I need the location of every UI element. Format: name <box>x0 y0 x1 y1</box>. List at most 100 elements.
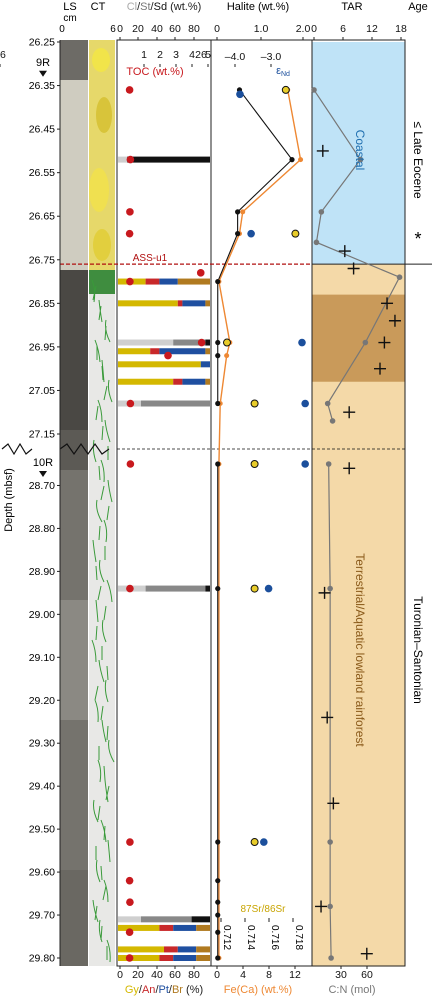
halite-point <box>215 400 221 407</box>
axis-tick-label: 0 <box>311 23 317 35</box>
lithology-axis-ticks: 0 20 40 60 80 <box>117 23 200 40</box>
coastal-label: Coastal <box>353 130 367 171</box>
sr-point <box>250 584 259 593</box>
halite-point <box>215 339 221 346</box>
mineral-bar-pt <box>173 955 197 961</box>
ct-label: CT <box>91 1 106 13</box>
lithology-bar-silt <box>173 339 206 346</box>
fe-line <box>218 89 302 958</box>
cn-marker <box>381 297 394 310</box>
depth-tick-label: 26.95 <box>29 341 55 353</box>
axis-tick-label: 1.0 <box>254 23 269 35</box>
fe-point <box>298 157 304 163</box>
tar-point <box>329 418 336 424</box>
mineral-bar-pt <box>159 348 206 355</box>
halite-point <box>215 899 221 905</box>
core-label: 10R <box>33 457 53 469</box>
cn-marker <box>316 144 329 157</box>
mineral-bar-gy <box>118 924 160 931</box>
age-lower-label: Turonian–Santonian <box>411 596 425 704</box>
axis-tick-label: 80 <box>188 969 200 981</box>
tar-point <box>328 955 334 961</box>
axis-tick-label: 4 <box>189 49 195 61</box>
mineral-bar-gy <box>118 946 164 953</box>
lithology-bar-silt <box>141 400 210 407</box>
mineral-bar-pt <box>177 946 197 953</box>
depth-tick-label: 29.70 <box>29 910 55 922</box>
toc-point <box>125 86 134 94</box>
tar-point <box>318 209 325 215</box>
toc-point <box>126 838 134 846</box>
mineral-bar-gy <box>118 361 201 368</box>
toc-axis-ticks: 123452626 <box>0 49 211 67</box>
mineral-bar-pt <box>173 924 197 931</box>
depth-tick-label: 28.90 <box>29 566 55 578</box>
halite-point <box>215 878 221 884</box>
axis-tick-label: 0 <box>214 23 220 35</box>
halite-axis-ticks: 0 1.0 2.0 <box>214 23 310 40</box>
data-series <box>125 85 403 962</box>
toc-point <box>126 277 134 286</box>
ls-scale-6: 6 <box>110 24 116 35</box>
lithology-bar-sand <box>127 156 210 163</box>
tar-point <box>362 339 369 346</box>
axis-tick-label: 1 <box>141 49 147 61</box>
tar-point <box>357 156 364 163</box>
mineral-bar-gy <box>118 300 178 307</box>
toc-point <box>164 351 172 360</box>
core-labels: 9R 10R <box>33 57 53 477</box>
toc-point <box>126 399 135 408</box>
axis-tick-label: 40 <box>151 969 163 981</box>
epsilon-nd-point <box>236 90 244 99</box>
axis-tick-label: –4.0 <box>225 51 246 63</box>
lithology-bar-sand <box>205 585 210 592</box>
mineral-bar-gy <box>118 378 174 385</box>
axis-tick-label: 6 <box>340 23 346 35</box>
tar-line-upper <box>313 89 401 422</box>
environment-zones <box>312 42 405 967</box>
sr-point <box>250 399 259 408</box>
toc-point <box>125 954 134 962</box>
core-label: 9R <box>36 57 50 69</box>
axis-tick-label: 0.712 <box>221 925 232 950</box>
tar-axis-ticks: 0 6 12 18 <box>311 23 407 40</box>
lithology-bar-silt <box>145 585 206 592</box>
axis-tick-label: 4 <box>240 969 246 981</box>
cn-marker <box>321 711 334 724</box>
toc-point <box>125 229 134 238</box>
tar-label: TAR <box>341 1 362 13</box>
tar-point <box>313 239 320 246</box>
halite-point <box>215 955 221 961</box>
depth-tick-label: 26.65 <box>29 211 55 223</box>
depth-axis-title: Depth (mbsf) <box>3 468 15 532</box>
line-scan-image <box>60 40 88 966</box>
epsilon-nd-point <box>247 229 255 238</box>
ls-label: LS <box>63 1 76 13</box>
footer: 0 20 40 60 80 Gy/An/Pt/Br (%) 0 4 8 12 Fe(Ca) (… <box>117 904 375 996</box>
mineral-bar-br <box>196 924 210 931</box>
halite-point <box>235 231 241 237</box>
ls-scale-0: 0 <box>59 24 65 35</box>
mineral-bar-br <box>205 348 210 355</box>
mineral-bar-br <box>205 378 210 385</box>
cn-marker <box>374 362 386 375</box>
fe-label: Fe(Ca) (wt.%) <box>224 984 292 996</box>
mineral-bar-an <box>177 300 183 307</box>
depth-tick-label: 27.15 <box>29 429 55 441</box>
toc-point <box>126 460 135 468</box>
axis-tick-label: 60 <box>361 969 373 981</box>
cn-marker <box>338 245 351 258</box>
mineral-bar-br <box>196 955 210 961</box>
tar-point <box>324 400 331 407</box>
mineral-bar-an <box>159 955 174 961</box>
axis-tick-label: 26 <box>0 49 6 61</box>
axis-tick-label: 2 <box>157 49 163 61</box>
zone-coastal <box>312 42 405 265</box>
mineral-bar-an <box>164 946 178 953</box>
epsilon-nd-point <box>301 460 309 468</box>
mineral-bar-br <box>205 300 210 307</box>
axis-tick-label: 0 <box>214 969 220 981</box>
depth-tick-label: 28.70 <box>29 480 55 492</box>
mineral-axis-ticks: 0 20 40 60 80 <box>117 966 200 981</box>
depth-tick-label: 29.40 <box>29 781 55 793</box>
